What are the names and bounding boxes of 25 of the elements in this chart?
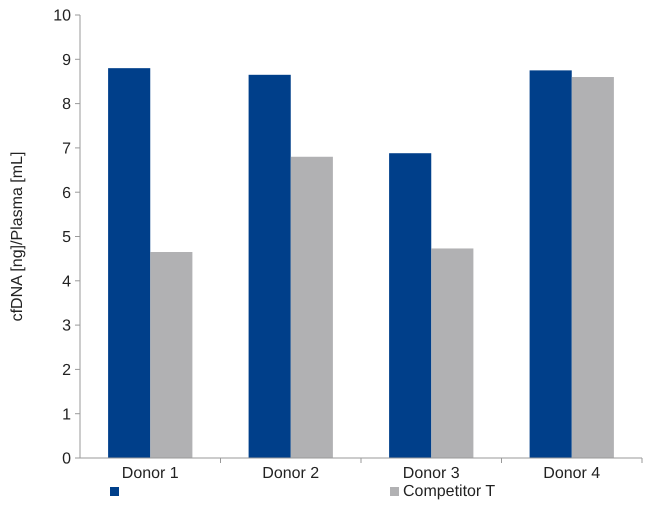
bar [290, 156, 333, 458]
y-tick-label: 5 [62, 229, 72, 246]
y-tick-label: 8 [62, 96, 72, 114]
y-tick-label: 0 [62, 450, 72, 468]
bar [108, 68, 150, 458]
bar [530, 70, 572, 458]
bar [572, 77, 614, 458]
y-axis-title: cfDNA [ng]/Plasma [mL] [9, 152, 26, 322]
y-tick-label: 7 [62, 140, 72, 158]
x-tick-label: Donor 4 [543, 465, 600, 482]
bar [389, 153, 432, 458]
y-tick-label: 3 [62, 318, 72, 335]
bar [431, 248, 474, 458]
x-tick-label: Donor 1 [122, 465, 179, 482]
y-tick-label: 4 [62, 273, 72, 290]
y-tick-label: 2 [62, 362, 72, 379]
y-tick-label: 1 [62, 406, 72, 424]
bar [248, 74, 291, 458]
y-tick-label: 10 [53, 8, 72, 25]
bar [150, 252, 192, 458]
x-tick-label: Donor 3 [402, 465, 460, 482]
y-tick-label: 6 [62, 184, 72, 202]
legend-label: Competitor T [403, 483, 496, 500]
y-tick-label: 9 [62, 52, 72, 69]
x-tick-label: Donor 2 [262, 465, 320, 482]
